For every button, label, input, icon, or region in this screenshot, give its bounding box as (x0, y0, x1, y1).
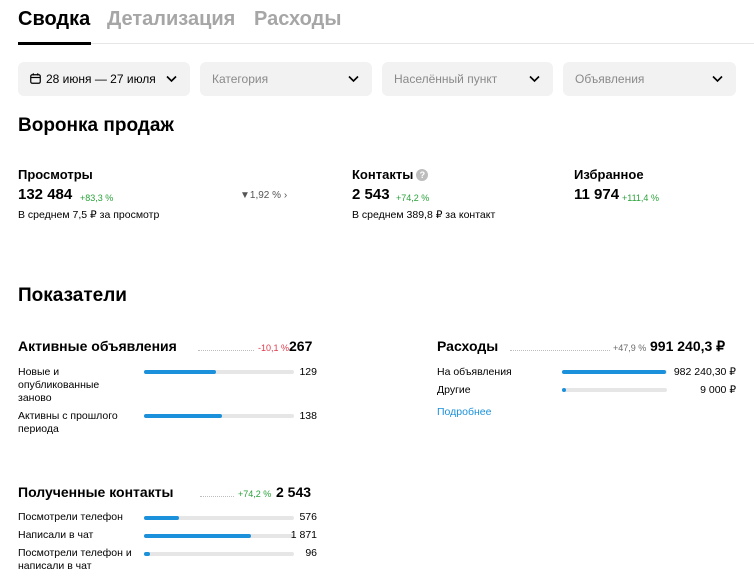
active-ads-total: 267 (289, 338, 313, 354)
indicators-title: Показатели (18, 285, 127, 306)
chevron-right-icon: › (283, 190, 288, 201)
contacts-block-total: 2 543 (276, 484, 312, 500)
contacts-bar (144, 516, 294, 520)
expenses-delta: +47,9 % (613, 343, 647, 353)
contacts-row-value: 1 871 (290, 529, 317, 541)
conversion-rate: ▼1,92 % › (240, 190, 288, 201)
contacts-bar (144, 534, 294, 538)
date-range-filter[interactable]: 28 июня — 27 июля (18, 62, 190, 96)
contacts-row-label: Написали в чат (18, 529, 94, 541)
expenses-row-label: На объявления (437, 366, 512, 378)
active-ads-leader (198, 350, 254, 351)
contacts-bar-fill (144, 552, 150, 556)
active-ads-row-label: Новые и опубликованные заново (18, 366, 100, 404)
contacts-bar-fill (144, 516, 179, 520)
expenses-row-label: Другие (437, 384, 471, 396)
expenses-more-link[interactable]: Подробнее (437, 406, 492, 418)
tabs-divider (18, 43, 754, 44)
expenses-row-value: 9 000 ₽ (700, 384, 736, 396)
chevron-down-icon (712, 75, 723, 83)
contacts-row-label: Посмотрели телефон (18, 511, 123, 523)
category-placeholder: Категория (212, 72, 269, 86)
views-value: 132 484 (18, 186, 73, 203)
favorites-title: Избранное (574, 167, 644, 182)
contacts-bar (144, 552, 294, 556)
contacts-row-value: 576 (299, 511, 317, 523)
views-title: Просмотры (18, 167, 93, 182)
tab-details[interactable]: Детализация (107, 8, 236, 30)
expenses-total: 991 240,3 ₽ (650, 338, 726, 354)
active-ads-bar-fill (144, 414, 222, 418)
expenses-title: Расходы (437, 338, 499, 354)
expenses-bar (562, 370, 667, 374)
chevron-down-icon (348, 75, 359, 83)
contacts-note: В среднем 389,8 ₽ за контакт (352, 209, 496, 221)
contacts-title: Контакты? (352, 167, 429, 182)
favorites-delta: +111,4 % (622, 193, 659, 203)
conversion-down-icon: ▼ (240, 190, 250, 201)
favorites-value: 11 974 (574, 186, 620, 203)
views-delta: +83,3 % (80, 193, 114, 203)
chevron-down-icon (166, 75, 177, 83)
active-ads-row-label: Активны с прошлого периода (18, 410, 118, 435)
views-note: В среднем 7,5 ₽ за просмотр (18, 209, 160, 221)
tab-expenses[interactable]: Расходы (254, 8, 342, 30)
active-tab-indicator (18, 42, 91, 45)
chevron-down-icon (529, 75, 540, 83)
ads-filter[interactable]: Объявления (563, 62, 736, 96)
expenses-bar-fill (562, 388, 567, 392)
contacts-row-label: Посмотрели телефон и написали в чат (18, 547, 132, 572)
active-ads-bar (144, 414, 294, 418)
expenses-leader (510, 350, 610, 351)
date-range-value: 28 июня — 27 июля (46, 72, 156, 86)
tab-summary[interactable]: Сводка (18, 8, 91, 30)
expenses-bar (562, 388, 667, 392)
category-filter[interactable]: Категория (200, 62, 372, 96)
active-ads-bar-fill (144, 370, 216, 374)
contacts-delta: +74,2 % (396, 193, 430, 203)
expenses-bar-fill (562, 370, 666, 374)
tab-bar: Сводка Детализация Расходы (0, 0, 754, 46)
active-ads-delta: -10,1 % (258, 343, 290, 353)
active-ads-bar (144, 370, 294, 374)
help-icon[interactable]: ? (416, 169, 429, 181)
active-ads-title: Активные объявления (18, 338, 177, 354)
expenses-row-value: 982 240,30 ₽ (673, 366, 736, 378)
locality-placeholder: Населённый пункт (394, 72, 498, 86)
locality-filter[interactable]: Населённый пункт (382, 62, 553, 96)
funnel-title: Воронка продаж (18, 115, 174, 136)
contacts-block-title: Полученные контакты (18, 484, 174, 500)
contacts-leader (200, 496, 234, 497)
contacts-row-value: 96 (305, 547, 317, 559)
active-ads-row-value: 138 (299, 410, 317, 422)
contacts-bar-fill (144, 534, 251, 538)
contacts-block-delta: +74,2 % (238, 489, 272, 499)
ads-placeholder: Объявления (575, 72, 645, 86)
contacts-value: 2 543 (352, 186, 390, 203)
calendar-icon (30, 73, 41, 84)
active-ads-row-value: 129 (299, 366, 317, 378)
